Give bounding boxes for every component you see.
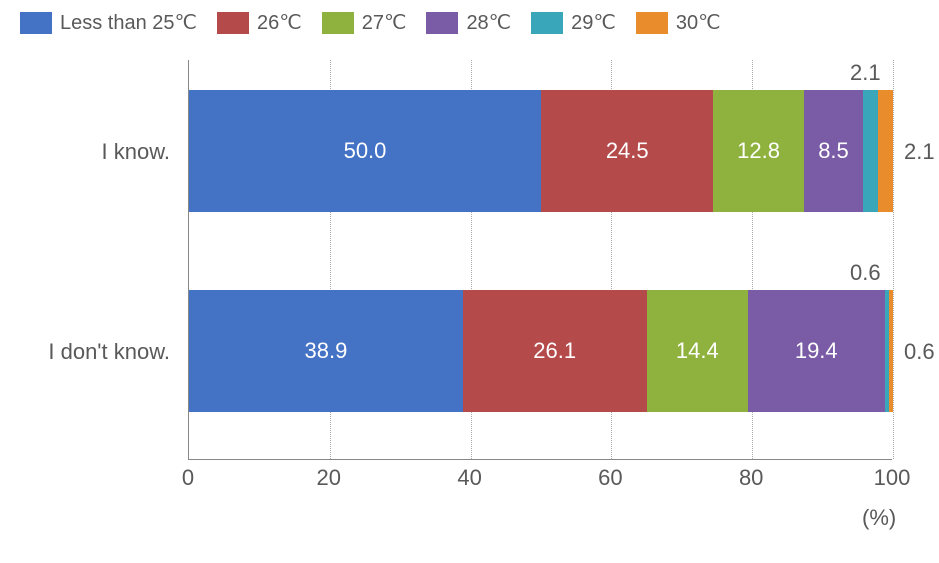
legend: Less than 25℃ 26℃ 27℃ 28℃ 29℃ 30℃ [0, 10, 939, 35]
legend-swatch [20, 12, 52, 34]
legend-label: 27℃ [362, 10, 407, 35]
bar-value-label: 38.9 [305, 338, 348, 364]
bar-segment: 19.4 [748, 290, 885, 412]
bar-value-label: 19.4 [795, 338, 838, 364]
legend-item: 29℃ [531, 10, 616, 35]
legend-swatch [636, 12, 668, 34]
legend-swatch [217, 12, 249, 34]
bar-segment: 38.9 [189, 290, 463, 412]
x-tick-label: 20 [317, 465, 341, 491]
bar-value-label: 26.1 [533, 338, 576, 364]
legend-swatch [531, 12, 563, 34]
bar-segment: 24.5 [541, 90, 713, 212]
legend-item: 28℃ [426, 10, 511, 35]
bar-segment [889, 290, 893, 412]
external-value-label: 0.6 [850, 260, 881, 286]
bar-value-label: 12.8 [737, 138, 780, 164]
bar-segment: 8.5 [804, 90, 864, 212]
x-tick-label: 0 [182, 465, 194, 491]
bar-segment: 26.1 [463, 290, 647, 412]
bar-segment: 12.8 [713, 90, 803, 212]
legend-swatch [426, 12, 458, 34]
external-value-label: 0.6 [904, 339, 935, 365]
bar-row: 50.0 24.5 12.8 8.5 [189, 90, 892, 212]
external-value-label: 2.1 [850, 60, 881, 86]
legend-item: 30℃ [636, 10, 721, 35]
legend-item: 26℃ [217, 10, 302, 35]
x-tick-label: 100 [874, 465, 911, 491]
legend-label: 29℃ [571, 10, 616, 35]
legend-label: Less than 25℃ [60, 10, 197, 35]
legend-label: 26℃ [257, 10, 302, 35]
legend-label: 30℃ [676, 10, 721, 35]
bar-segment [863, 90, 878, 212]
bar-segment [878, 90, 893, 212]
bar-segment: 14.4 [647, 290, 748, 412]
bar-value-label: 14.4 [676, 338, 719, 364]
gridline [893, 60, 894, 459]
legend-swatch [322, 12, 354, 34]
y-axis-label: I don't know. [0, 339, 170, 365]
x-tick-label: 40 [457, 465, 481, 491]
plot-area: 50.0 24.5 12.8 8.5 38.9 26.1 14.4 19.4 [188, 60, 892, 460]
bar-value-label: 50.0 [344, 138, 387, 164]
bar-value-label: 24.5 [606, 138, 649, 164]
legend-item: 27℃ [322, 10, 407, 35]
x-tick-label: 80 [739, 465, 763, 491]
bar-value-label: 8.5 [818, 138, 849, 164]
y-axis-label: I know. [0, 139, 170, 165]
bar-row: 38.9 26.1 14.4 19.4 [189, 290, 892, 412]
external-value-label: 2.1 [904, 139, 935, 165]
bar-segment: 50.0 [189, 90, 541, 212]
x-axis-unit: (%) [862, 505, 896, 531]
legend-label: 28℃ [466, 10, 511, 35]
chart-container: Less than 25℃ 26℃ 27℃ 28℃ 29℃ 30℃ I know… [0, 0, 939, 563]
x-tick-label: 60 [598, 465, 622, 491]
legend-item: Less than 25℃ [20, 10, 197, 35]
